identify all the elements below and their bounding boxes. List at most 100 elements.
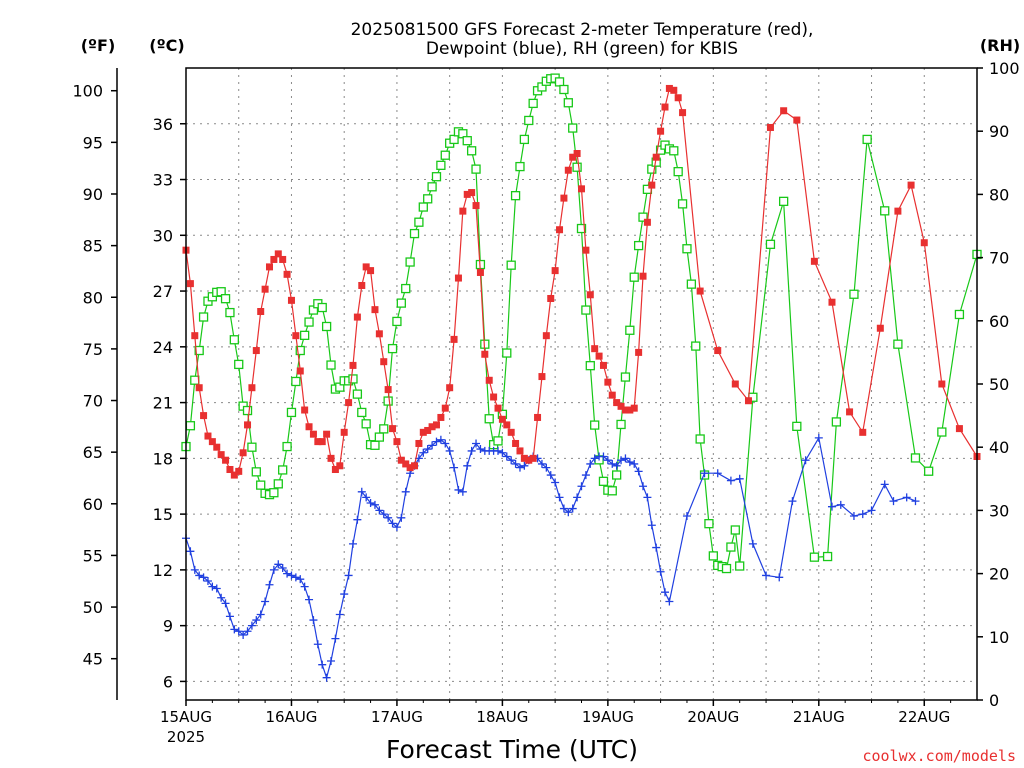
dewpoint-point bbox=[265, 580, 274, 589]
dewpoint-point bbox=[507, 456, 516, 465]
dewpoint-point bbox=[502, 452, 511, 461]
rh-point bbox=[686, 279, 697, 289]
temperature-point bbox=[621, 406, 629, 414]
rh-point bbox=[383, 396, 393, 406]
dewpoint-point bbox=[269, 565, 278, 574]
rh-tick-label: 30 bbox=[989, 501, 1009, 520]
temperature-point bbox=[415, 439, 423, 447]
dewpoint-point bbox=[472, 439, 481, 448]
temperature-point bbox=[639, 272, 647, 280]
dewpoint-point bbox=[318, 660, 327, 669]
temperature-point bbox=[389, 425, 397, 433]
temperature-point bbox=[476, 268, 484, 276]
temperature-point bbox=[283, 270, 291, 278]
rh-point bbox=[669, 146, 679, 156]
temperature-point bbox=[564, 166, 572, 174]
temperature-point bbox=[301, 406, 309, 414]
rh-point bbox=[528, 98, 538, 109]
temperature-point bbox=[665, 84, 673, 92]
dewpoint-point bbox=[340, 590, 349, 599]
temperature-point bbox=[626, 406, 634, 414]
temperature-point bbox=[428, 423, 436, 431]
rh-point bbox=[625, 325, 635, 335]
temperature-point bbox=[617, 402, 625, 410]
dewpoint-point bbox=[300, 582, 309, 591]
dewpoint-point bbox=[283, 569, 292, 578]
dewpoint-point bbox=[454, 485, 463, 494]
fahrenheit-tick-label: 70 bbox=[83, 392, 103, 411]
dewpoint-point bbox=[849, 511, 858, 520]
temperature-point bbox=[630, 404, 638, 412]
time-tick-sublabel: 2025 bbox=[167, 728, 205, 746]
dewpoint-point bbox=[467, 446, 476, 455]
rh-point bbox=[247, 442, 257, 452]
fahrenheit-tick-label: 75 bbox=[83, 340, 103, 359]
temperature-point bbox=[859, 428, 867, 436]
temperature-point bbox=[296, 367, 304, 375]
temperature-point bbox=[538, 373, 546, 381]
rh-point bbox=[691, 341, 701, 351]
temperature-point bbox=[463, 190, 471, 198]
rh-point bbox=[436, 160, 446, 170]
fahrenheit-unit-label: (ºF) bbox=[81, 36, 116, 55]
temperature-point bbox=[265, 263, 273, 271]
rh-point bbox=[682, 244, 692, 254]
temperature-point bbox=[213, 443, 221, 451]
temperature-point bbox=[327, 454, 335, 462]
rh-point bbox=[831, 417, 842, 427]
temperature-point bbox=[674, 94, 682, 102]
temperature-point bbox=[375, 330, 383, 338]
rh-point bbox=[910, 453, 921, 463]
rh-point bbox=[326, 360, 336, 370]
celsius-tick-label: 9 bbox=[163, 617, 173, 636]
rh-point bbox=[506, 260, 516, 270]
temperature-point bbox=[261, 285, 269, 293]
temperature-point bbox=[270, 255, 278, 263]
dewpoint-point bbox=[643, 493, 652, 502]
dewpoint-point bbox=[335, 610, 344, 619]
rh-point bbox=[515, 161, 525, 172]
dewpoint-point bbox=[542, 463, 551, 472]
rh-point bbox=[405, 257, 415, 267]
rh-point bbox=[924, 466, 934, 476]
dewpoint-point bbox=[625, 458, 634, 467]
dewpoint-point bbox=[432, 437, 441, 446]
rh-point bbox=[585, 361, 595, 371]
temperature-point bbox=[494, 404, 502, 412]
rh-point bbox=[633, 240, 644, 251]
dewpoint-point bbox=[494, 446, 503, 455]
rh-point bbox=[730, 525, 740, 535]
rh-point bbox=[524, 115, 534, 126]
dewpoint-point bbox=[599, 452, 608, 461]
time-axis: 15AUG 2025 16AUG 17AUG 18AUG 19AUG 20AUG 21AUG 2… bbox=[160, 700, 952, 746]
celsius-tick-label: 24 bbox=[153, 338, 173, 357]
rh-point bbox=[704, 519, 714, 529]
rh-point bbox=[607, 486, 617, 496]
temperature-point bbox=[459, 207, 467, 215]
temperature-point bbox=[305, 423, 313, 431]
rh-point bbox=[849, 289, 859, 299]
temperature-point bbox=[226, 466, 234, 474]
rh-point bbox=[629, 272, 639, 282]
dewpoint-point bbox=[208, 582, 217, 591]
dewpoint-point bbox=[313, 640, 322, 649]
rh-point bbox=[427, 182, 437, 192]
temperature-point bbox=[560, 194, 568, 202]
dewpoint-point bbox=[331, 634, 340, 643]
rh-point bbox=[809, 552, 820, 562]
dewpoint-point bbox=[880, 480, 889, 489]
temperature-point bbox=[411, 462, 419, 470]
rh-point bbox=[954, 309, 965, 320]
temperature-point bbox=[349, 361, 357, 369]
dewpoint-point bbox=[195, 571, 204, 580]
dewpoint-point bbox=[546, 471, 555, 480]
rh-point bbox=[822, 551, 833, 562]
credit-link[interactable]: coolwx.com/models bbox=[862, 747, 1016, 765]
dewpoint-point bbox=[309, 616, 318, 625]
temperature-point bbox=[507, 428, 515, 436]
temperature-point bbox=[780, 107, 788, 115]
dewpoint-point bbox=[190, 565, 199, 574]
rh-point bbox=[466, 146, 477, 156]
dewpoint-point bbox=[634, 467, 643, 476]
temperature-point bbox=[547, 294, 555, 302]
